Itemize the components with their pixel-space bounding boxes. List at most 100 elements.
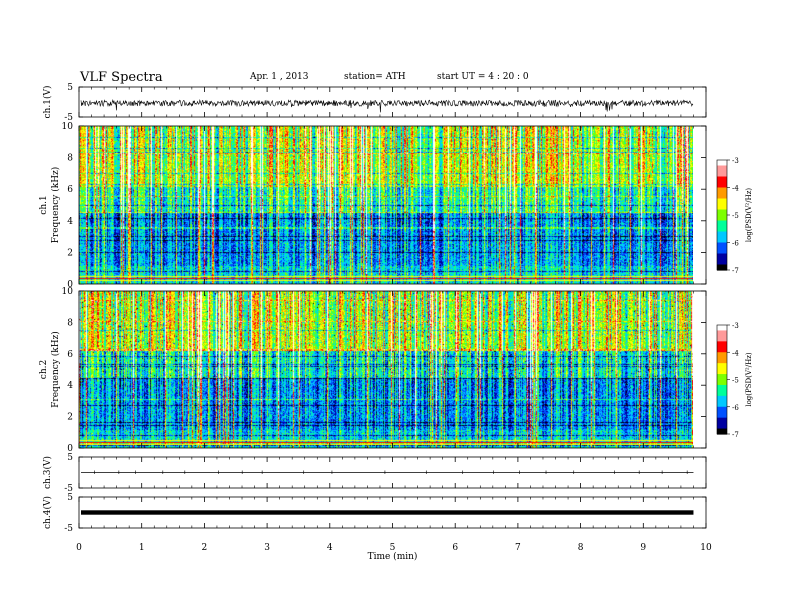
y-tick-label: 2 (67, 413, 73, 423)
waveform-trace (80, 99, 694, 113)
colorbar-swatch (717, 404, 727, 408)
colorbar-swatch (717, 176, 727, 180)
colorbar-swatch (717, 368, 727, 372)
colorbar-swatch (717, 190, 727, 194)
spectrogram-image-1 (79, 126, 693, 284)
colorbar-swatch (717, 357, 727, 362)
colorbar-swatch (717, 360, 727, 364)
x-ticks-panel-0 (78, 87, 707, 117)
x-tick-label: 5 (390, 543, 396, 553)
colorbar-tick-label: -7 (732, 431, 739, 439)
colorbar-swatch (717, 379, 727, 383)
colorbar-swatch (717, 414, 727, 419)
waveform-trace (81, 510, 694, 515)
colorbar-swatch (717, 193, 727, 197)
colorbar-swatch (717, 201, 727, 205)
colorbar-swatch (717, 428, 727, 432)
colorbar-swatch (717, 363, 727, 367)
x-tick-label: 7 (515, 543, 521, 553)
station-label: station= ATH (344, 72, 406, 82)
colorbar-swatch (717, 374, 727, 378)
colorbar-swatch (717, 173, 727, 178)
colorbar-tick-label: -4 (732, 185, 739, 193)
colorbar-tick-label: -3 (732, 322, 739, 330)
colorbar-swatch (717, 179, 727, 183)
y-tick-label: 10 (62, 287, 74, 297)
colorbar-tick-label: -6 (732, 404, 739, 412)
colorbar-swatch (717, 204, 727, 208)
colorbar-tick-label: -3 (732, 157, 739, 165)
x-tick-label: 10 (700, 543, 712, 553)
y-tick-label: 8 (67, 154, 73, 164)
colorbar-2: -3 -4 -5 -6 -7 log(PSD(V²/Hz) (716, 322, 753, 439)
colorbar-swatch (717, 184, 727, 189)
colorbar-swatch (717, 168, 727, 172)
x-tick-label: 8 (578, 543, 584, 553)
x-ticks-panel-2 (78, 291, 707, 448)
y-axis-label-1: Frequency (kHz) (50, 167, 61, 244)
colorbar-swatch (717, 228, 727, 233)
x-ticks-panel-4 (78, 497, 707, 528)
colorbar-swatch (717, 206, 727, 211)
colorbar-swatch (717, 371, 727, 375)
y-tick-label: 2 (67, 248, 73, 258)
x-tick-label: 0 (76, 543, 82, 553)
colorbar-swatch (717, 333, 727, 337)
colorbar-swatch (717, 420, 727, 424)
x-axis-label: Time (min) (368, 551, 418, 562)
colorbar-swatch (717, 325, 727, 329)
colorbar-swatch (717, 187, 727, 191)
colorbar-swatch (717, 354, 727, 359)
colorbar-tick-label: -5 (732, 212, 739, 220)
colorbar-swatch (717, 341, 727, 345)
x-ticks-panel-1 (78, 126, 707, 284)
colorbar-swatch (717, 393, 727, 397)
colorbar-swatch (717, 215, 727, 219)
colorbar-swatch (717, 395, 727, 400)
colorbar-swatch (717, 327, 727, 332)
colorbar-swatch (717, 384, 727, 389)
y-tick-label: 4 (67, 381, 73, 391)
colorbar-swatch (717, 182, 727, 186)
colorbar-swatch (717, 376, 727, 381)
colorbar-swatch (717, 267, 727, 271)
colorbar-swatch (717, 198, 727, 202)
colorbar-swatch (717, 423, 727, 427)
colorbar-swatch (717, 217, 727, 222)
colorbar-swatch (717, 335, 727, 340)
colorbar-swatch (717, 212, 727, 216)
date-label: Apr. 1 , 2013 (250, 72, 309, 82)
colorbar-swatch (717, 401, 727, 405)
start-time-label: start UT = 4 : 20 : 0 (437, 72, 529, 82)
colorbar-swatch (717, 344, 727, 348)
colorbar-swatch (717, 382, 727, 386)
colorbar-tick-label: -5 (732, 377, 739, 385)
x-tick-label: 6 (452, 543, 458, 553)
colorbar-swatch (717, 330, 727, 334)
colorbar-swatch (717, 171, 727, 175)
y-tick-label: 4 (67, 217, 73, 227)
y-tick-label: 5 (67, 453, 73, 463)
y-tick-label: 6 (67, 350, 73, 360)
y-tick-label: -5 (64, 113, 73, 123)
colorbar-swatch (717, 253, 727, 257)
x-tick-label: 4 (327, 543, 333, 553)
y-axis-label-3: ch.3(V) (42, 456, 53, 489)
colorbar-swatch (717, 390, 727, 394)
spectrogram-image-2 (79, 291, 693, 448)
y-tick-label: 5 (67, 493, 73, 503)
colorbar-swatch (717, 338, 727, 342)
colorbar-swatch (717, 239, 727, 244)
y-axis-channel-label-1: ch.1 (39, 195, 49, 214)
y-axis-label-0: ch.1(V) (42, 86, 53, 119)
chart-title: VLF Spectra (80, 70, 163, 85)
colorbar-swatch (717, 250, 727, 255)
colorbar-swatch (717, 349, 727, 353)
colorbar-swatch (717, 261, 727, 266)
y-axis-label-4: ch.4(V) (42, 496, 53, 529)
colorbar-swatch (717, 245, 727, 249)
colorbar-swatch (717, 234, 727, 238)
colorbar-swatch (717, 406, 727, 411)
x-ticks-panel-3 (78, 457, 707, 488)
